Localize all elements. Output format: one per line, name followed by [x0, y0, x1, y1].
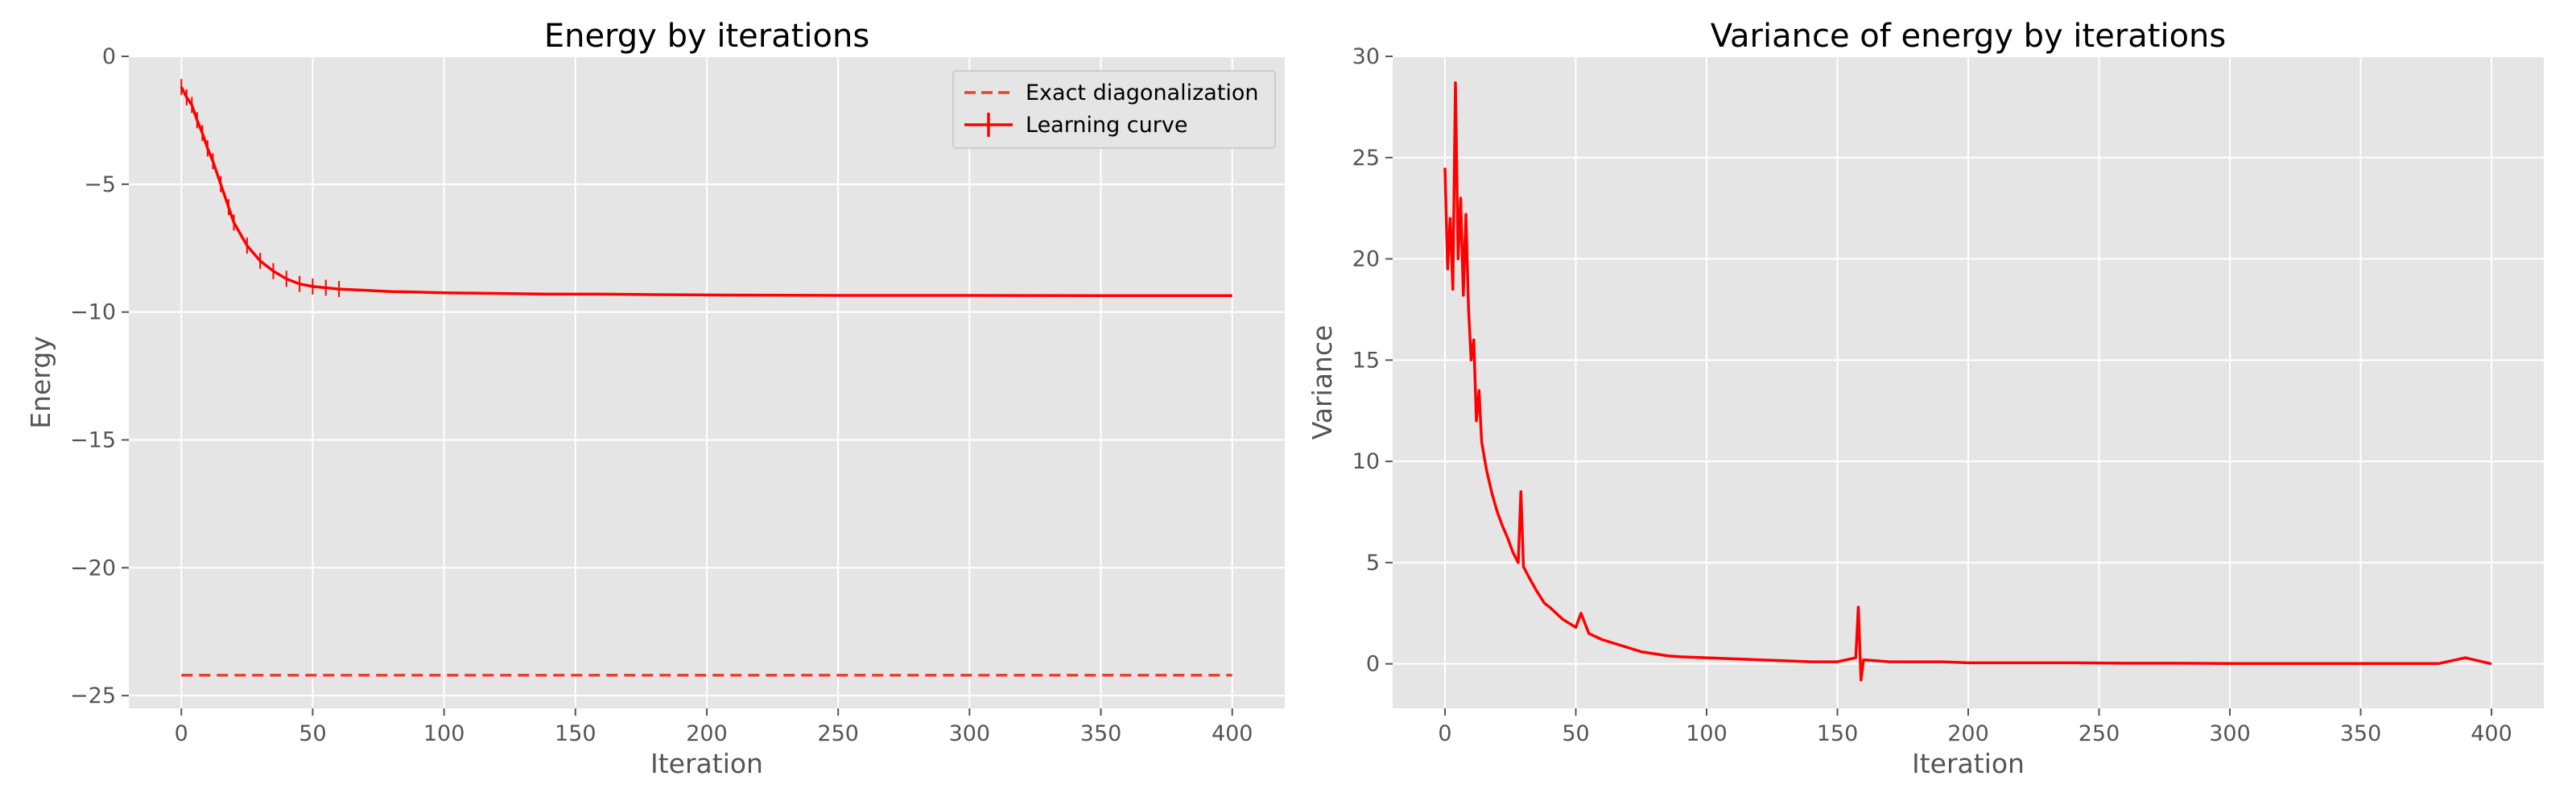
energy-x-tick-label: 150: [555, 721, 597, 746]
variance-x-tick-label: 0: [1438, 721, 1451, 746]
energy-chart-title: Energy by iterations: [544, 18, 869, 55]
variance-x-tick-label: 150: [1817, 721, 1859, 746]
variance-x-tick-label: 50: [1562, 721, 1589, 746]
variance-y-tick-label: 0: [1366, 652, 1380, 677]
variance-x-tick-label: 100: [1686, 721, 1728, 746]
variance-x-axis-label: Iteration: [1912, 748, 2025, 779]
energy-x-tick-label: 100: [423, 721, 465, 746]
variance-y-tick-label: 15: [1352, 348, 1380, 373]
energy-x-axis-label: Iteration: [650, 748, 763, 779]
variance-x-tick-label: 350: [2340, 721, 2382, 746]
variance-x-tick-label: 400: [2471, 721, 2512, 746]
energy-x-tick-label: 300: [949, 721, 991, 746]
variance-y-tick-label: 10: [1352, 449, 1380, 474]
legend-box: [952, 70, 1276, 149]
energy-x-tick-label: 400: [1212, 721, 1253, 746]
energy-x-tick-label: 0: [175, 721, 188, 746]
energy-legend: Exact diagonalization Learning curve: [952, 70, 1276, 149]
variance-y-tick-label: 20: [1352, 247, 1380, 272]
variance-y-axis-label: Variance: [1307, 325, 1338, 440]
energy-y-tick-label: 0: [102, 44, 116, 69]
energy-y-tick-label: −25: [70, 683, 116, 708]
energy-y-tick-label: −5: [84, 172, 116, 197]
variance-y-tick-label: 30: [1352, 44, 1380, 69]
energy-x-tick-label: 250: [817, 721, 859, 746]
variance-ticks: 0 50 100 150 200 250 300 350 400 0 5 10 15 20 25 30: [1352, 44, 2512, 746]
energy-series: [180, 79, 1232, 677]
energy-ticks: 0 50 100 150 200 250 300 350 400 0 −5 −10 −15 −20 −25: [70, 44, 1253, 746]
energy-x-tick-label: 350: [1080, 721, 1122, 746]
energy-gridlines: [129, 56, 1285, 708]
variance-x-tick-label: 300: [2209, 721, 2251, 746]
variance-y-tick-label: 25: [1352, 146, 1380, 171]
legend-label-learning: Learning curve: [1026, 113, 1187, 138]
variance-series: [1443, 80, 2492, 682]
variance-chart: 0 50 100 150 200 250 300 350 400 0 5 10 15 20 25 30 Var…: [1307, 18, 2544, 779]
energy-y-axis-label: Energy: [25, 336, 56, 429]
energy-y-tick-label: −15: [70, 427, 116, 452]
variance-x-tick-label: 250: [2079, 721, 2120, 746]
variance-series-line-0: [1443, 80, 2492, 682]
energy-x-tick-label: 200: [686, 721, 728, 746]
variance-y-tick-label: 5: [1366, 551, 1380, 576]
legend-label-exact: Exact diagonalization: [1026, 80, 1259, 105]
energy-x-tick-label: 50: [299, 721, 326, 746]
energy-y-tick-label: −20: [70, 555, 116, 580]
energy-chart: 0 50 100 150 200 250 300 350 4000−5−10−15−20−25 …: [25, 18, 1285, 779]
variance-chart-title: Variance of energy by iterations: [1711, 18, 2226, 55]
energy-y-tick-label: −10: [70, 300, 116, 325]
variance-x-tick-label: 200: [1947, 721, 1989, 746]
